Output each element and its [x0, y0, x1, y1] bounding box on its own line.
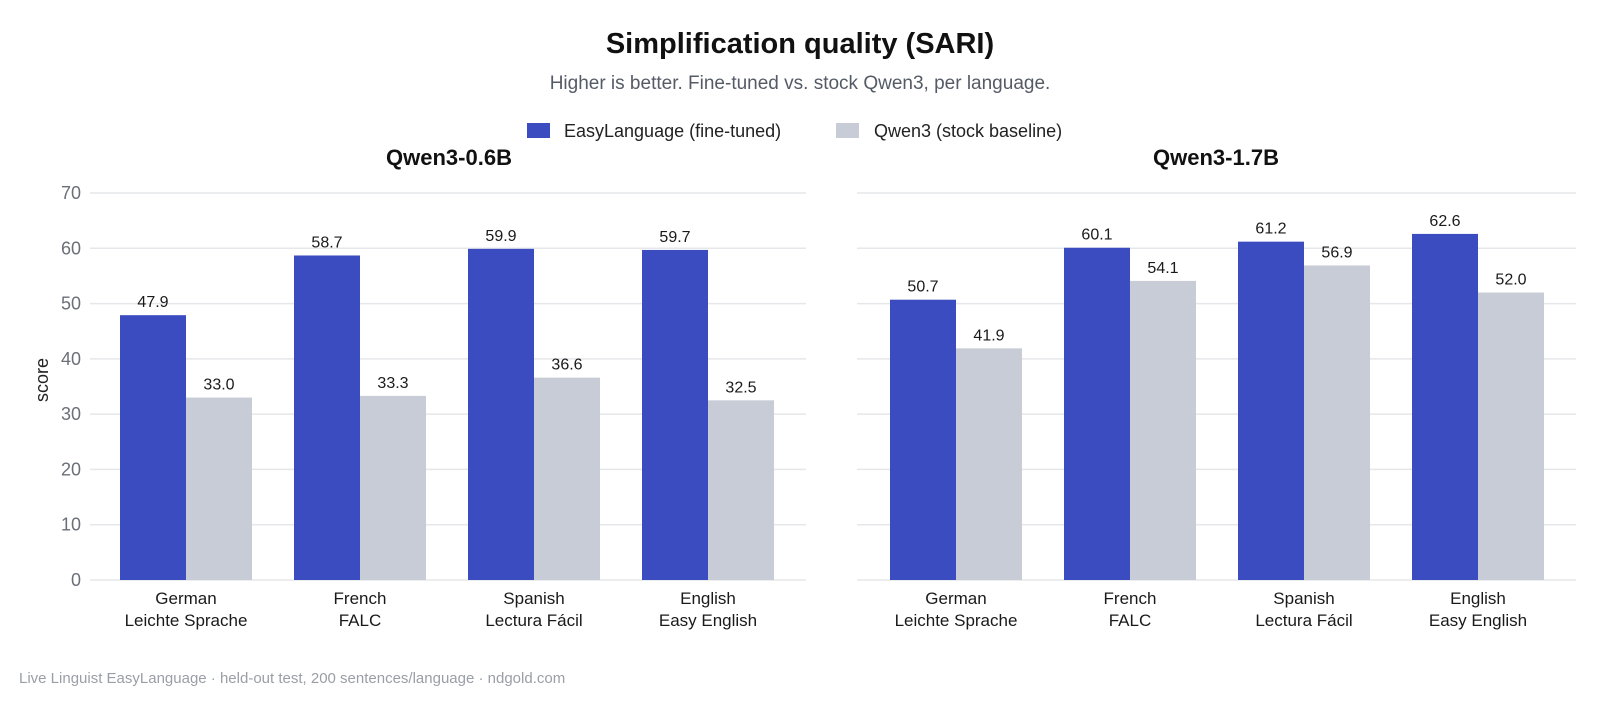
bar-0-2-1: [534, 377, 600, 580]
data-label-1-1-1: 54.1: [1147, 260, 1178, 277]
data-label-0-2-1: 36.6: [551, 357, 582, 374]
bar-1-1-1: [1130, 280, 1196, 580]
y-tick-label: 30: [61, 404, 81, 424]
bar-1-3-0: [1412, 233, 1478, 580]
bar-0-1-1: [360, 395, 426, 580]
data-label-1-2-0: 61.2: [1255, 221, 1286, 238]
legend: EasyLanguage (fine-tuned) Qwen3 (stock b…: [527, 121, 1062, 141]
data-label-1-1-0: 60.1: [1081, 227, 1112, 244]
bar-1-2-1: [1304, 265, 1370, 580]
y-tick-label: 50: [61, 294, 81, 314]
bar-1-0-1: [956, 348, 1022, 580]
x-tick-label: German Leichte Sprache: [895, 589, 1018, 630]
bar-0-0-0: [120, 315, 186, 580]
data-label-1-0-1: 41.9: [973, 327, 1004, 344]
x-tick-label: English Easy English: [1429, 589, 1527, 630]
chart-subtitle: Higher is better. Fine-tuned vs. stock Q…: [550, 73, 1051, 94]
data-label-0-1-0: 58.7: [311, 234, 342, 251]
panel-1: 50.7 41.9 German Leichte Sprache 60.1 54.1 Fre…: [857, 192, 1576, 630]
data-label-1-0-0: 50.7: [907, 279, 938, 296]
y-axis-label: score: [32, 358, 52, 402]
legend-label-baseline: Qwen3 (stock baseline): [874, 121, 1062, 141]
chart-title: Simplification quality (SARI): [606, 28, 994, 60]
data-label-1-3-1: 52.0: [1495, 272, 1526, 289]
data-label-0-0-0: 47.9: [137, 294, 168, 311]
data-label-0-1-1: 33.3: [377, 375, 408, 392]
data-label-1-3-0: 62.6: [1429, 213, 1460, 230]
bar-0-1-0: [294, 255, 360, 581]
x-tick-label: French FALC: [334, 589, 387, 630]
bar-0-3-0: [642, 249, 708, 581]
y-tick-label: 60: [61, 238, 81, 258]
bar-0-0-1: [186, 397, 252, 580]
x-tick-label: Spanish Lectura Fácil: [485, 589, 582, 630]
bar-1-1-0: [1064, 247, 1130, 581]
bar-1-3-1: [1478, 292, 1544, 580]
footer-note: Live Linguist EasyLanguage · held-out te…: [19, 670, 565, 687]
y-tick-label: 40: [61, 349, 81, 369]
data-label-0-3-0: 59.7: [659, 229, 690, 246]
x-tick-label: Spanish Lectura Fácil: [1255, 589, 1352, 630]
legend-label-fine-tuned: EasyLanguage (fine-tuned): [564, 121, 781, 141]
y-tick-label: 70: [61, 183, 81, 203]
y-tick-label: 10: [61, 515, 81, 535]
x-tick-label: English Easy English: [659, 589, 757, 630]
y-tick-label: 0: [71, 570, 81, 590]
x-tick-label: German Leichte Sprache: [125, 589, 248, 630]
bar-0-3-1: [708, 400, 774, 580]
y-tick-label: 20: [61, 459, 81, 479]
legend-swatch-fine-tuned: [527, 123, 550, 138]
x-tick-label: French FALC: [1104, 589, 1157, 630]
bar-0-2-0: [468, 248, 534, 581]
data-label-0-0-1: 33.0: [203, 377, 234, 394]
data-label-0-2-0: 59.9: [485, 228, 516, 245]
data-label-0-3-1: 32.5: [725, 379, 756, 396]
bar-1-0-0: [890, 299, 956, 580]
panel-title-1: Qwen3-1.7B: [1153, 145, 1279, 170]
bar-1-2-0: [1238, 241, 1304, 580]
panel-title-0: Qwen3-0.6B: [386, 145, 512, 170]
data-label-1-2-1: 56.9: [1321, 244, 1352, 261]
panel-0: 0 10 20 30 40 50 60 70 47.9 33.0 German Leichte Spr…: [61, 183, 806, 630]
legend-swatch-baseline: [836, 123, 859, 138]
